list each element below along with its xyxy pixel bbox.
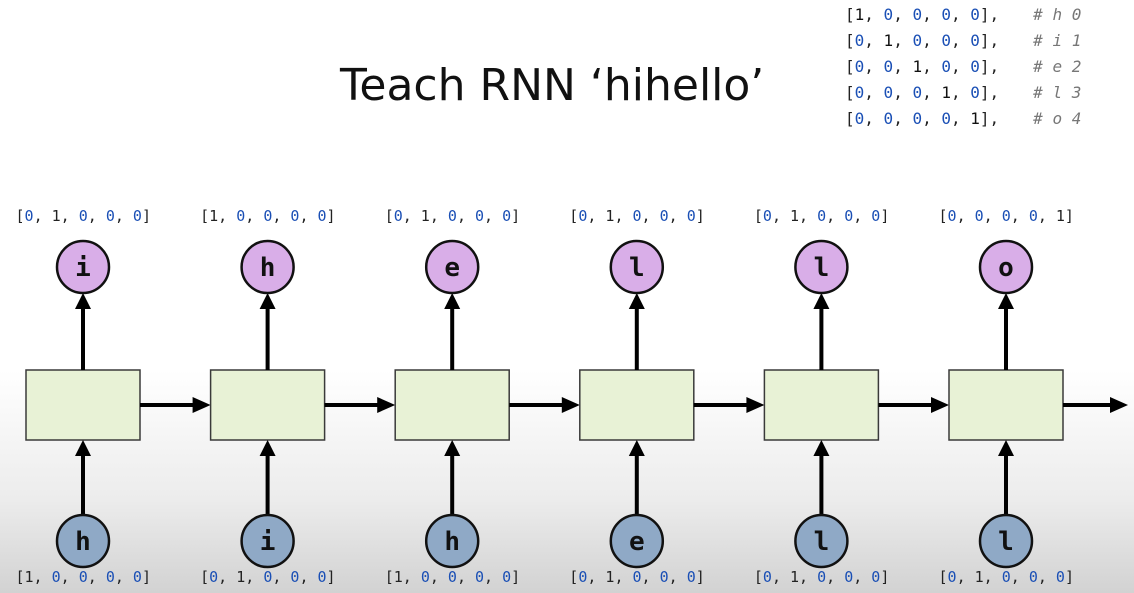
input-arrowhead [628, 440, 645, 456]
input-node [240, 513, 295, 569]
rnn-cell [394, 369, 510, 441]
output-char: o [998, 253, 1014, 283]
hidden-state-arrowhead [1110, 397, 1128, 413]
rnn-cell [209, 369, 326, 441]
rnn-cell [948, 369, 1064, 441]
input-arrowhead [259, 440, 276, 456]
input-arrowhead [813, 440, 830, 456]
input-vector-label: [0, 1, 0, 0, 0] [938, 568, 1074, 586]
output-node [794, 239, 849, 295]
input-arrowhead [75, 440, 91, 456]
output-arrowhead [259, 293, 276, 309]
legend-comment: # e 2 [1033, 57, 1082, 76]
input-node [978, 513, 1034, 569]
input-node [609, 513, 665, 569]
output-vector-label: [0, 1, 0, 0, 0] [15, 207, 151, 225]
legend-comment: # h 0 [1033, 5, 1082, 24]
output-arrowhead [813, 293, 830, 309]
output-arrowhead [75, 293, 91, 309]
output-vector-label: [1, 0, 0, 0, 0] [200, 207, 336, 225]
output-arrowhead [628, 293, 645, 309]
diagram-title: Teach RNN ‘hihello’ [340, 60, 765, 111]
output-vector-label: [0, 0, 0, 0, 1] [938, 207, 1074, 225]
legend-row: [0, 0, 0, 0, 1], # o 4 [845, 109, 1082, 128]
input-vector-label: [1, 0, 0, 0, 0] [15, 568, 151, 586]
input-vector-label: [0, 1, 0, 0, 0] [569, 568, 705, 586]
output-arrowhead [998, 293, 1014, 309]
hidden-state-arrowhead [192, 397, 211, 413]
output-node [55, 239, 111, 295]
output-char: e [444, 253, 460, 283]
output-char: i [75, 253, 91, 283]
input-arrowhead [444, 440, 461, 456]
input-char: l [998, 527, 1014, 557]
output-node [424, 239, 480, 295]
legend-row: [0, 1, 0, 0, 0], # i 1 [845, 31, 1082, 50]
input-node [794, 513, 849, 569]
input-char: l [814, 527, 830, 557]
input-char: i [260, 527, 276, 557]
legend-comment: # o 4 [1033, 109, 1082, 128]
output-vector-label: [0, 1, 0, 0, 0] [753, 207, 890, 225]
rnn-cell [763, 369, 880, 441]
input-char: e [629, 527, 645, 557]
output-vector-label: [0, 1, 0, 0, 0] [384, 207, 521, 225]
output-node [978, 239, 1034, 295]
output-node [240, 239, 295, 295]
legend-row: [0, 0, 0, 1, 0], # l 3 [845, 83, 1082, 102]
input-arrowhead [998, 440, 1014, 456]
input-node [55, 513, 111, 569]
output-char: l [629, 253, 645, 283]
input-vector-label: [0, 1, 0, 0, 0] [753, 568, 890, 586]
output-vector-label: [0, 1, 0, 0, 0] [569, 207, 705, 225]
legend-comment: # l 3 [1033, 83, 1082, 102]
hidden-state-arrowhead [377, 397, 396, 413]
legend-row: [0, 0, 1, 0, 0], # e 2 [845, 57, 1082, 76]
input-vector-label: [1, 0, 0, 0, 0] [384, 568, 521, 586]
hidden-state-arrowhead [561, 397, 580, 413]
output-arrowhead [444, 293, 461, 309]
input-vector-label: [0, 1, 0, 0, 0] [200, 568, 336, 586]
input-char: h [75, 527, 91, 557]
rnn-cell [579, 369, 695, 441]
hidden-state-arrowhead [746, 397, 765, 413]
input-node [424, 513, 480, 569]
rnn-cell [25, 369, 141, 441]
output-node [609, 239, 665, 295]
output-char: h [260, 253, 276, 283]
input-char: h [444, 527, 460, 557]
one-hot-legend: [1, 0, 0, 0, 0], # h 0 [0, 1, 0, 0, 0], # i… [845, 2, 1081, 132]
legend-comment: # i 1 [1033, 31, 1082, 50]
legend-row: [1, 0, 0, 0, 0], # h 0 [845, 5, 1082, 24]
hidden-state-arrowhead [931, 397, 949, 413]
output-char: l [814, 253, 830, 283]
